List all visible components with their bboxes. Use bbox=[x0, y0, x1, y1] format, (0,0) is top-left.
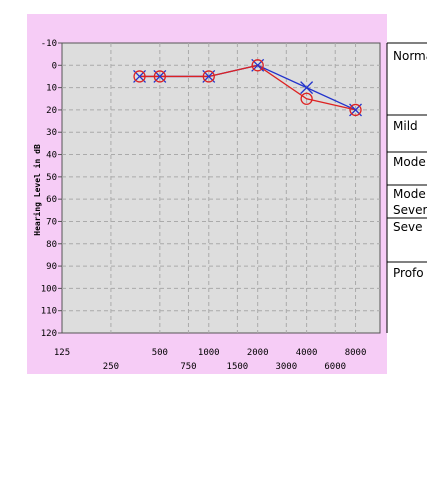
circle-marker bbox=[349, 103, 362, 117]
y-tick-label: 30 bbox=[46, 128, 57, 138]
y-tick-label: 100 bbox=[41, 284, 57, 294]
severity-label: Profo bbox=[393, 266, 424, 280]
y-tick-label: 40 bbox=[46, 151, 57, 161]
circle-marker bbox=[251, 59, 264, 72]
series bbox=[133, 58, 362, 117]
x-tick-label: 2000 bbox=[247, 348, 269, 358]
x-tick-label: 1000 bbox=[198, 348, 220, 358]
x-tick-label: 500 bbox=[152, 348, 168, 358]
y-tick-label: 90 bbox=[46, 262, 57, 272]
x-tick-label: 250 bbox=[103, 362, 119, 372]
severity-panel: Norma Mild Mode Mode Sever Seve Profo bbox=[386, 42, 427, 333]
x-tick-label: 4000 bbox=[296, 348, 318, 358]
severity-label: Seve bbox=[393, 220, 422, 234]
y-tick-label: 120 bbox=[41, 329, 57, 339]
x-tick-label: 750 bbox=[180, 362, 196, 372]
y-tick-label: 80 bbox=[46, 240, 57, 250]
y-tick-label: 10 bbox=[46, 84, 57, 94]
y-axis-ticks: -10 0 10 20 30 40 50 60 70 80 90 100 110 120 bbox=[41, 39, 62, 339]
series-line-1 bbox=[139, 64, 356, 111]
y-tick-label: 60 bbox=[46, 195, 57, 205]
severity-label: Mode bbox=[393, 155, 426, 169]
x-axis-ticks: 125 500 1000 2000 4000 8000 250 750 1500 3000 6000 bbox=[54, 348, 367, 372]
circle-marker bbox=[133, 70, 146, 83]
x-tick-label: 8000 bbox=[345, 348, 367, 358]
cross-marker bbox=[300, 81, 314, 95]
y-tick-label: 50 bbox=[46, 173, 57, 183]
grid bbox=[62, 43, 380, 333]
circle-marker bbox=[300, 92, 313, 105]
severity-label: Mild bbox=[393, 119, 418, 133]
circle-marker bbox=[202, 70, 215, 83]
x-tick-label: 125 bbox=[54, 348, 70, 358]
x-tick-label: 6000 bbox=[324, 362, 346, 372]
x-tick-label: 1500 bbox=[227, 362, 249, 372]
y-tick-label: 110 bbox=[41, 307, 57, 317]
severity-label: Sever bbox=[393, 203, 427, 217]
y-tick-label: 0 bbox=[52, 61, 57, 71]
y-tick-label: 70 bbox=[46, 217, 57, 227]
plot-area bbox=[61, 42, 381, 334]
y-tick-label: 20 bbox=[46, 106, 57, 116]
y-axis-label: Hearing Level in dB bbox=[32, 144, 42, 236]
x-tick-label: 3000 bbox=[275, 362, 297, 372]
severity-label: Mode bbox=[393, 187, 426, 201]
severity-label: Norma bbox=[393, 49, 427, 63]
y-tick-label: -10 bbox=[41, 39, 57, 49]
circle-marker bbox=[153, 70, 166, 83]
